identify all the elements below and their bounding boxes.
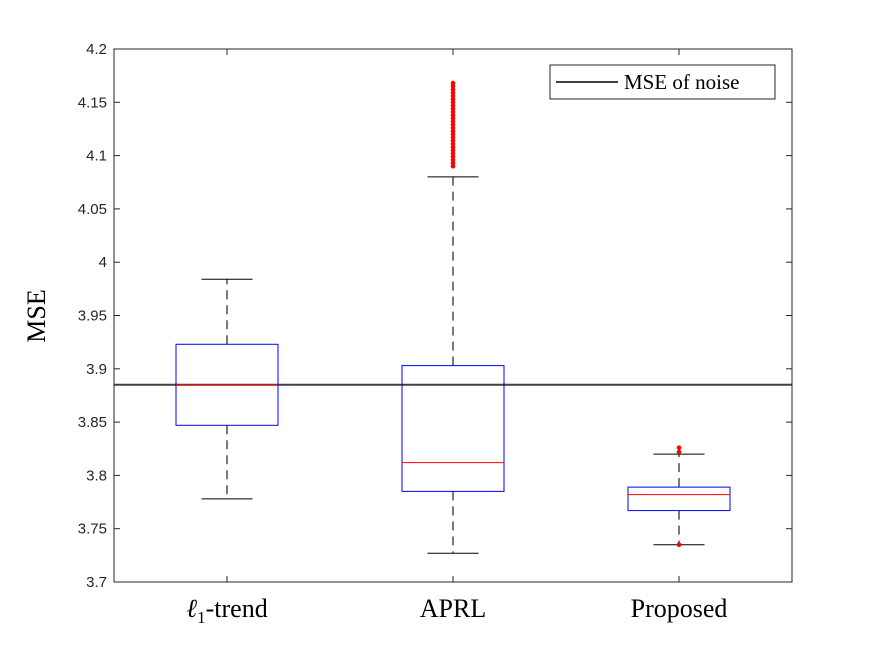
outlier-point bbox=[450, 100, 456, 105]
outlier-point bbox=[450, 122, 456, 127]
outlier-point bbox=[450, 106, 456, 111]
legend-label: MSE of noise bbox=[624, 70, 740, 94]
outlier-point bbox=[676, 449, 682, 455]
outlier-point bbox=[450, 84, 456, 89]
outlier-point bbox=[450, 128, 456, 134]
outlier-point bbox=[450, 163, 456, 169]
outlier-point bbox=[450, 87, 456, 92]
outlier-point bbox=[450, 112, 456, 118]
x-category-label: ℓ1-trend bbox=[186, 594, 267, 627]
outlier-point bbox=[450, 151, 456, 156]
legend: MSE of noise bbox=[549, 64, 776, 100]
box-group-1 bbox=[175, 278, 279, 500]
y-tick-label: 3.7 bbox=[86, 574, 107, 591]
iqr-box bbox=[401, 365, 505, 492]
y-tick-label: 3.75 bbox=[78, 521, 107, 538]
outlier-point bbox=[450, 135, 456, 140]
x-category-label: APRL bbox=[420, 594, 486, 623]
outlier-point bbox=[450, 138, 456, 143]
iqr-box bbox=[627, 486, 731, 512]
outlier-point bbox=[450, 103, 456, 108]
outlier-point bbox=[676, 542, 682, 547]
outlier-point bbox=[450, 160, 456, 166]
y-tick-label: 4 bbox=[99, 254, 107, 271]
outlier-point bbox=[450, 115, 456, 121]
x-category-label: Proposed bbox=[631, 594, 728, 623]
outlier-point bbox=[450, 109, 456, 115]
y-tick-label: 3.85 bbox=[78, 414, 107, 431]
outlier-point bbox=[450, 157, 456, 163]
outlier-point bbox=[450, 90, 456, 96]
outlier-point bbox=[450, 141, 456, 147]
outlier-point bbox=[450, 119, 456, 124]
outlier-point bbox=[676, 445, 682, 450]
box-group-3 bbox=[627, 445, 731, 547]
y-tick-label: 3.95 bbox=[78, 308, 107, 325]
y-axis-label: MSE bbox=[22, 289, 51, 342]
y-tick-label: 4.15 bbox=[78, 94, 107, 111]
y-tick-label: 3.9 bbox=[86, 361, 107, 378]
outlier-point bbox=[450, 131, 456, 137]
y-tick-label: 4.1 bbox=[86, 148, 107, 165]
outlier-point bbox=[450, 96, 456, 102]
outlier-point bbox=[450, 154, 456, 159]
y-tick-label: 4.05 bbox=[78, 201, 107, 218]
outlier-point bbox=[450, 80, 456, 86]
box-group-2 bbox=[401, 80, 505, 554]
outlier-point bbox=[450, 144, 456, 150]
y-tick-label: 3.8 bbox=[86, 467, 107, 484]
outlier-point bbox=[450, 93, 456, 99]
outlier-point bbox=[450, 147, 456, 153]
y-tick-label: 4.2 bbox=[86, 41, 107, 58]
outlier-point bbox=[450, 125, 456, 131]
